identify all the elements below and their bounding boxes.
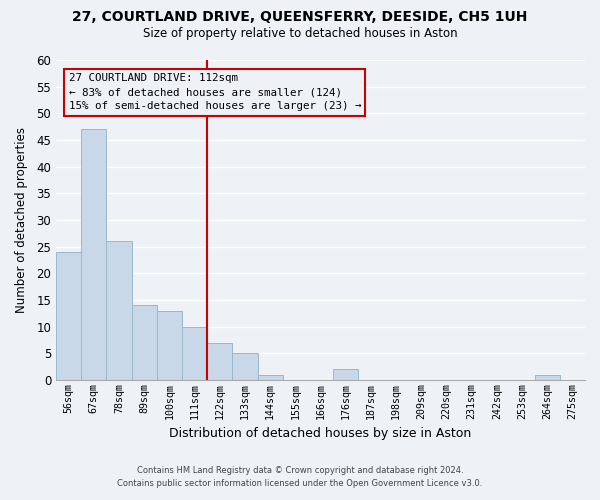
Bar <box>182 326 207 380</box>
Bar <box>131 305 157 380</box>
Text: Contains HM Land Registry data © Crown copyright and database right 2024.
Contai: Contains HM Land Registry data © Crown c… <box>118 466 482 487</box>
Text: 27 COURTLAND DRIVE: 112sqm
← 83% of detached houses are smaller (124)
15% of sem: 27 COURTLAND DRIVE: 112sqm ← 83% of deta… <box>68 74 361 112</box>
Bar <box>257 374 283 380</box>
Bar <box>535 374 560 380</box>
Text: Size of property relative to detached houses in Aston: Size of property relative to detached ho… <box>143 28 457 40</box>
Bar <box>232 353 257 380</box>
Bar <box>56 252 81 380</box>
Bar <box>157 310 182 380</box>
Bar <box>106 242 131 380</box>
Bar <box>333 369 358 380</box>
Bar <box>207 342 232 380</box>
Bar <box>81 130 106 380</box>
X-axis label: Distribution of detached houses by size in Aston: Distribution of detached houses by size … <box>169 427 472 440</box>
Text: 27, COURTLAND DRIVE, QUEENSFERRY, DEESIDE, CH5 1UH: 27, COURTLAND DRIVE, QUEENSFERRY, DEESID… <box>73 10 527 24</box>
Y-axis label: Number of detached properties: Number of detached properties <box>15 127 28 313</box>
